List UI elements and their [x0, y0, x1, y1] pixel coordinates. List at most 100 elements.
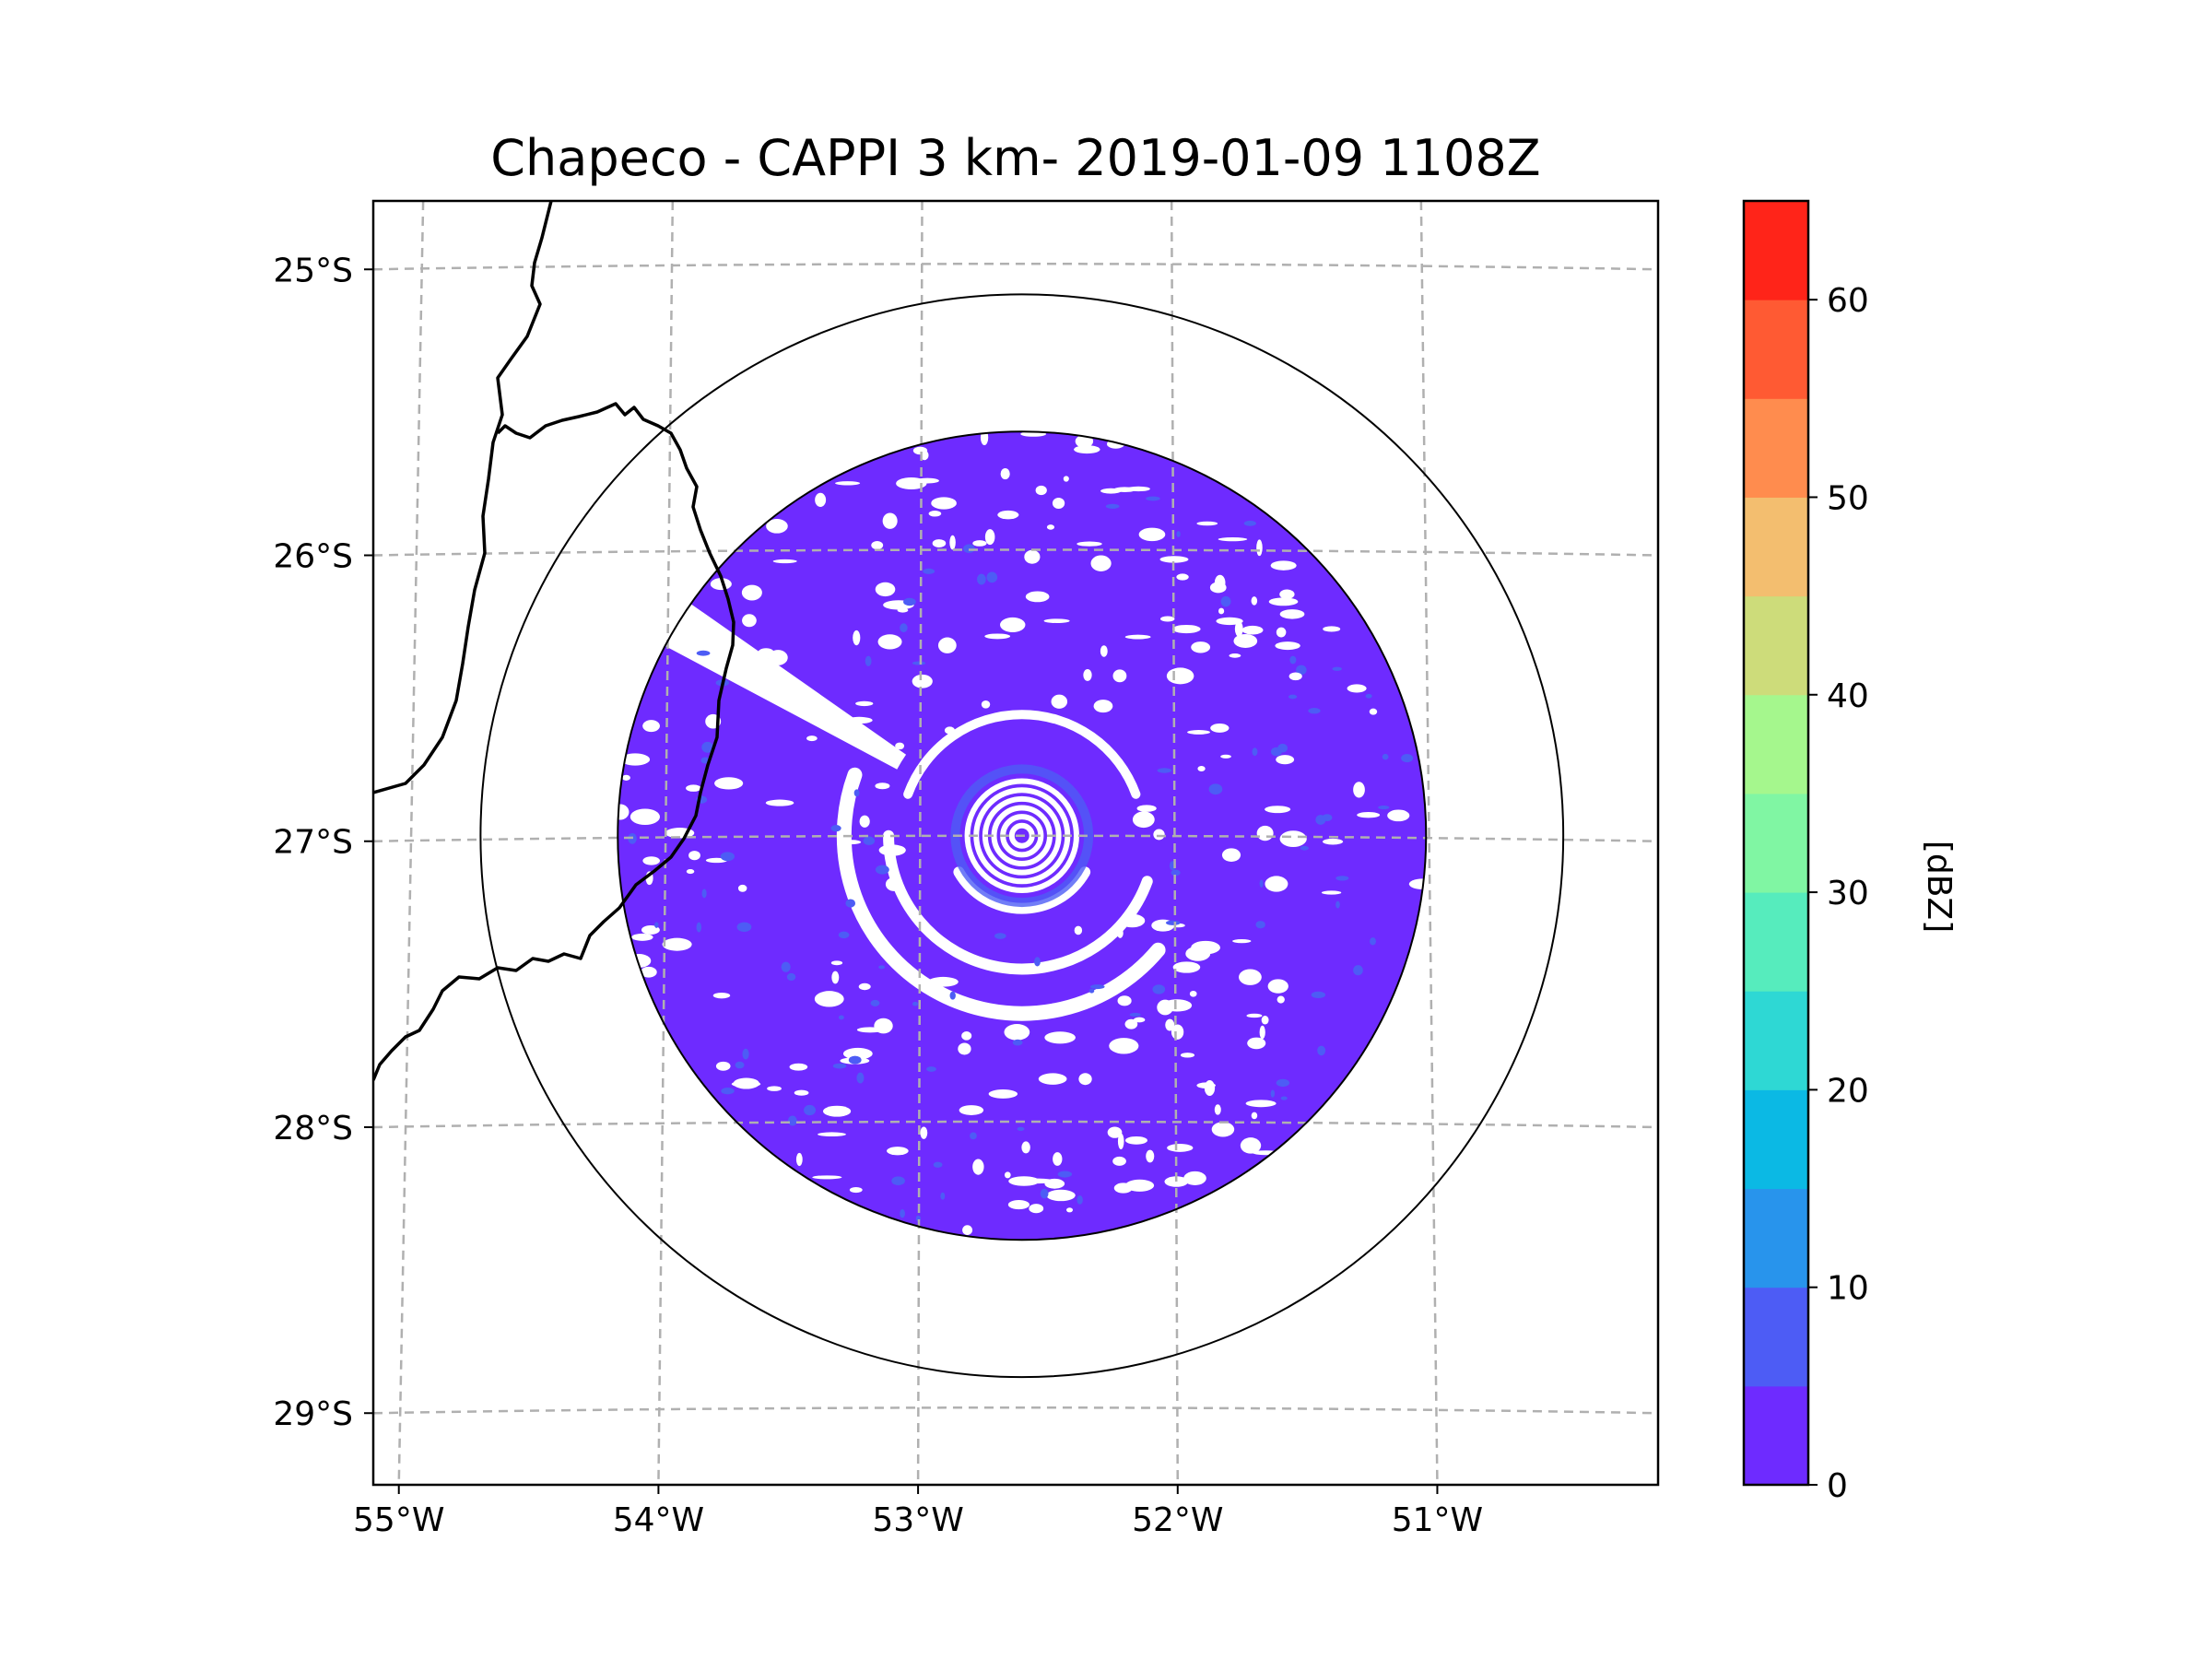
echo-gap [742, 614, 757, 628]
echo-gap [642, 856, 661, 865]
echo-gap [1221, 848, 1241, 862]
echo-cell [903, 597, 916, 606]
echo-gap [962, 1225, 973, 1235]
echo-cell [963, 544, 975, 554]
echo-gap [1218, 607, 1225, 615]
echo-gap [1166, 667, 1194, 685]
echo-gap [1053, 1152, 1063, 1166]
state-borders [373, 201, 735, 1081]
echo-gap [1240, 1137, 1262, 1154]
echo-gap [1277, 995, 1285, 1004]
echo-gap-arc-outer [836, 767, 1166, 1021]
colorbar-segment [1744, 1188, 1808, 1288]
echo-cell [1308, 708, 1321, 714]
echo-gap [1051, 694, 1068, 709]
echo-gap [932, 539, 947, 547]
echo-cell [1208, 783, 1223, 795]
echo-gap [1191, 641, 1211, 653]
echo-gap [731, 1080, 761, 1088]
echo-cell [1401, 754, 1414, 763]
echo-gap [631, 933, 653, 941]
echo-cell [1317, 1045, 1326, 1056]
echo-gap [875, 582, 896, 597]
echo-gap [830, 960, 843, 966]
echo-cell [1088, 988, 1095, 994]
echo-gap [1124, 1179, 1155, 1192]
echo-cell [949, 991, 956, 1000]
echo-gap [686, 869, 695, 875]
echo-gap [621, 774, 630, 781]
echo-gap [1256, 539, 1263, 557]
colorbar-segment [1744, 398, 1808, 498]
graticule [373, 201, 1658, 1485]
echo-cell [1280, 1096, 1288, 1100]
echo-gap [1159, 556, 1189, 563]
echo-gap [627, 954, 652, 968]
echo-cell [701, 741, 714, 753]
echo-cell [696, 922, 702, 933]
echo-cell [1288, 694, 1298, 700]
echo-gap [1279, 589, 1295, 600]
echo-gap [1265, 806, 1291, 814]
echo-gap [1347, 684, 1367, 693]
echo-gap [875, 782, 890, 790]
echo-gap [1136, 805, 1157, 812]
echo-gap [1245, 1100, 1277, 1108]
echo-gap [849, 1186, 863, 1194]
echo-gap [782, 680, 791, 691]
echo-cell [742, 1048, 749, 1060]
echo-gap [1229, 653, 1241, 658]
echo-gap [1241, 625, 1264, 635]
echo-gap [1211, 1122, 1235, 1137]
echo-cell [830, 825, 841, 832]
echo-gap [895, 742, 905, 750]
echo-gap [1109, 1038, 1139, 1054]
echo-gap [1180, 1053, 1195, 1058]
echo-gap [765, 799, 794, 806]
echo-cell [1171, 869, 1181, 877]
echo-gap [972, 540, 987, 547]
echo-gap [1065, 1207, 1074, 1213]
echo-gap [928, 511, 942, 517]
echo-cell [1289, 655, 1297, 665]
y-tick-label: 29°S [273, 1395, 353, 1433]
echo-cell [891, 1176, 905, 1186]
echo-cell [1370, 937, 1376, 946]
echo-gap [1218, 536, 1248, 542]
echo-cell [1220, 595, 1231, 607]
echo-cell [1353, 965, 1363, 976]
echo-gap [858, 982, 871, 991]
echo-gap [766, 519, 788, 534]
range-ring-inner [617, 430, 1428, 1241]
echo-gap [1276, 627, 1287, 638]
echo-gap [950, 997, 966, 1008]
echo-gap [831, 971, 840, 984]
echo-cell [1129, 1012, 1141, 1017]
colorbar-segment [1744, 201, 1808, 300]
echo-gap [1007, 1200, 1030, 1210]
echo-gap [984, 633, 1011, 640]
colorbar-ticks: 0 10 20 30 40 50 60 [1808, 282, 1869, 1505]
y-axis-ticks: 25°S 26°S 27°S 28°S 29°S [273, 252, 373, 1433]
echo-cell [940, 1192, 946, 1200]
chart-title: Chapeco - CAPPI 3 km- 2019-01-09 1108Z [490, 129, 1540, 187]
colorbar-tick-label: 0 [1827, 1467, 1848, 1505]
echo-gap [758, 648, 775, 659]
echo-gap [1171, 624, 1201, 634]
echo-gap [1246, 1013, 1263, 1018]
echo-gap [984, 529, 995, 546]
echo-gap [842, 1047, 873, 1060]
echo-gap [1046, 1189, 1076, 1202]
x-tick-label: 54°W [613, 1501, 704, 1539]
echo-gap [1044, 1031, 1076, 1044]
echo-gap [958, 1042, 971, 1055]
echo-gap [688, 851, 700, 861]
echo-gap [959, 1105, 984, 1115]
echo-gap [1035, 485, 1047, 496]
echo-cell [845, 899, 856, 908]
plot-area [371, 199, 1660, 1487]
echo-gap [1288, 672, 1302, 681]
echo-gap-arc-mid [883, 830, 1153, 975]
plot-frame [371, 199, 1660, 1487]
colorbar: 0 10 20 30 40 50 60 [dBZ] [1742, 199, 1958, 1505]
